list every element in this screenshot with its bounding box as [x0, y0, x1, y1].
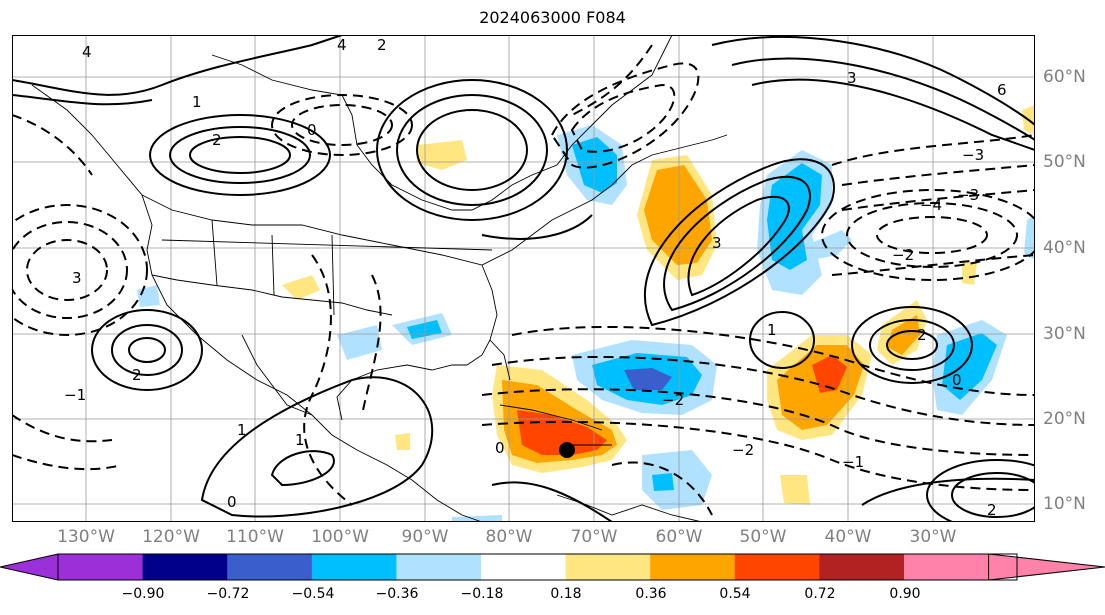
contour-label: 2	[212, 131, 222, 149]
colorbar-tick: −0.18	[460, 586, 504, 602]
colorbar-tick: 0.54	[719, 586, 751, 602]
lon-label: 80°W	[485, 527, 533, 547]
lat-label: 10°N	[1043, 494, 1086, 514]
contour-label: 3	[712, 234, 722, 252]
location-marker	[559, 442, 575, 458]
lat-label: 40°N	[1043, 238, 1086, 258]
contour-label: −3	[957, 186, 979, 204]
contour-label: −3	[962, 146, 984, 164]
colorbar-segment	[650, 554, 736, 580]
colorbar-extend-low	[0, 553, 59, 581]
contour-label: 4	[82, 43, 92, 61]
colorbar-segment	[142, 554, 228, 580]
positive-contours	[12, 35, 1035, 522]
lon-label: 30°W	[909, 527, 957, 547]
contour-label: −2	[662, 391, 684, 409]
lat-label: 20°N	[1043, 409, 1086, 429]
lon-label: 110°W	[226, 527, 284, 547]
contour-label: 1	[295, 431, 305, 449]
colorbar-tick: 0.36	[635, 586, 667, 602]
lon-label: 120°W	[142, 527, 200, 547]
contour-label: 3	[847, 69, 857, 87]
colorbar-segment	[819, 554, 905, 580]
contour-label: 0	[495, 439, 505, 457]
contour-label: 2	[132, 366, 142, 384]
contour-label: 1	[237, 421, 247, 439]
contour-label: 0	[307, 121, 317, 139]
contour-label: 1	[192, 93, 202, 111]
coastlines	[31, 35, 728, 522]
shaded-anomalies	[137, 105, 1035, 522]
contour-label: −2	[892, 246, 914, 264]
colorbar-segment	[904, 554, 990, 580]
contour-label: −1	[64, 386, 86, 404]
contour-label: 2	[987, 501, 997, 519]
lat-label: 60°N	[1043, 67, 1086, 87]
lon-label: 90°W	[401, 527, 449, 547]
contour-label: 0	[227, 493, 237, 511]
contour-label: 2	[377, 36, 387, 54]
contour-label: −1	[842, 453, 864, 471]
map-title: 2024063000 F084	[479, 8, 626, 27]
colorbar-segment	[58, 554, 144, 580]
colorbar-tick: 0.72	[804, 586, 836, 602]
lon-label: 130°W	[57, 527, 115, 547]
contour-label: 2	[917, 326, 927, 344]
contour-label: 1	[767, 321, 777, 339]
contour-label: 4	[337, 36, 347, 54]
contour-label: 0	[952, 371, 962, 389]
colorbar-segment	[565, 554, 651, 580]
colorbar-tick: −0.54	[291, 586, 335, 602]
colorbar	[0, 553, 1105, 583]
colorbar-tick: −0.72	[206, 586, 250, 602]
lon-label: 40°W	[824, 527, 872, 547]
colorbar-tick: 0.90	[889, 586, 921, 602]
colorbar-tick: 0.18	[550, 586, 582, 602]
map-canvas: 4 3 2 1 0 −1 −2 −3 −4 6 1 1 0 2 2 −2 −1 …	[12, 35, 1035, 522]
contour-labels: 4 3 2 1 0 −1 −2 −3 −4 6 1 1 0 2 2 −2 −1 …	[64, 36, 1007, 519]
colorbar-segment	[734, 554, 820, 580]
negative-contours	[12, 44, 1035, 516]
contour-label: −2	[732, 441, 754, 459]
contour-label: 6	[997, 81, 1007, 99]
colorbar-segment	[227, 554, 313, 580]
colorbar-tick: −0.90	[121, 586, 165, 602]
lon-label: 100°W	[311, 527, 369, 547]
colorbar-segment	[396, 554, 482, 580]
colorbar-tick: −0.36	[375, 586, 419, 602]
lon-label: 60°W	[655, 527, 703, 547]
lat-label: 50°N	[1043, 152, 1086, 172]
colorbar-segment	[311, 554, 397, 580]
map-panel: 4 3 2 1 0 −1 −2 −3 −4 6 1 1 0 2 2 −2 −1 …	[12, 35, 1035, 522]
colorbar-segment	[481, 554, 567, 580]
contour-label: 3	[72, 269, 82, 287]
contour-label: −4	[920, 196, 942, 214]
colorbar-extend-high	[988, 553, 1105, 581]
lon-label: 70°W	[570, 527, 618, 547]
lon-label: 50°W	[739, 527, 787, 547]
lat-label: 30°N	[1043, 324, 1086, 344]
colorbar-svg	[0, 553, 1105, 581]
